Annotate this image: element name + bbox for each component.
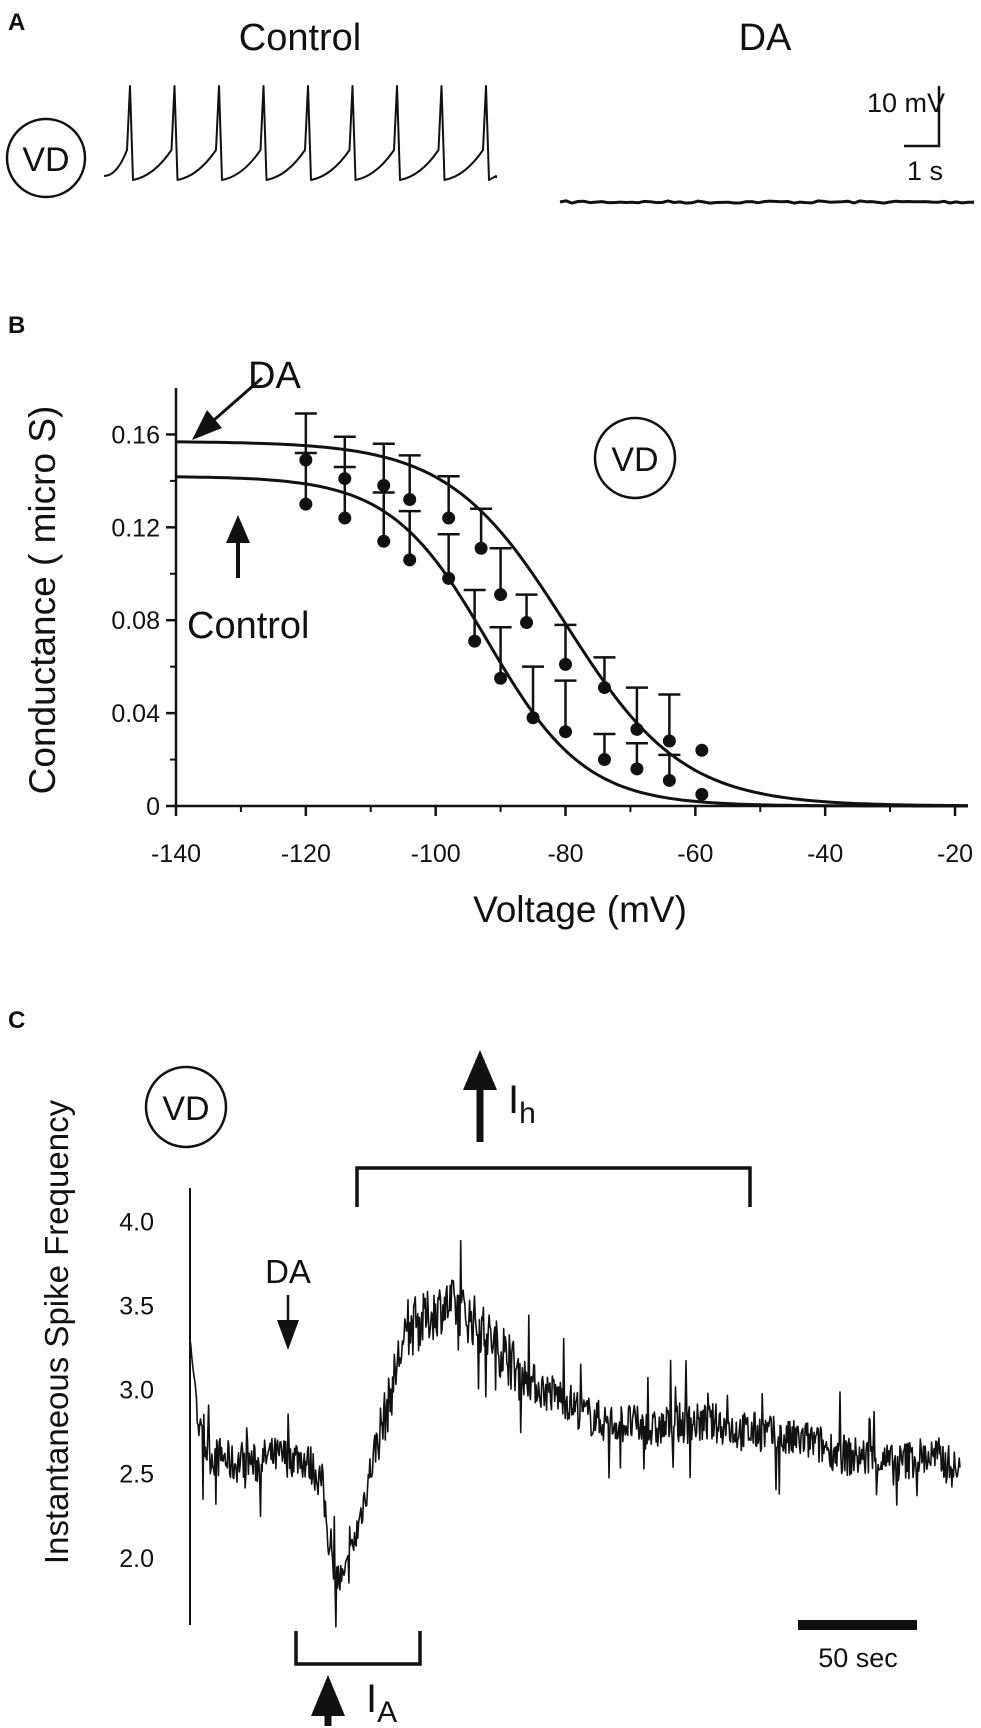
ia-arrow — [311, 1675, 345, 1726]
cell-label-b: VD — [611, 441, 658, 479]
control-voltage-trace — [103, 85, 497, 181]
y-tick-label: 0.08 — [111, 607, 160, 635]
panel-a: A Control DA VD 10 mV 1 s — [5, 9, 974, 205]
c-y-tick-label: 4.0 — [119, 1209, 154, 1237]
control-fit-curve — [175, 475, 968, 808]
ih-bracket — [355, 1166, 752, 1207]
panel-b: B -140 -120 -100 -80 -60 -40 -20 0 0.04 0.08 0.12 0… — [8, 312, 973, 930]
control-data-point — [597, 753, 611, 767]
spike-frequency-trace — [189, 1239, 961, 1628]
da-data-point — [442, 511, 456, 525]
da-voltage-trace — [559, 199, 974, 205]
control-title: Control — [239, 17, 362, 59]
c-scalebar-label: 50 sec — [818, 1643, 898, 1673]
da-data-point — [494, 588, 508, 602]
c-da-arrow — [277, 1295, 299, 1350]
y-tick-label: 0 — [146, 793, 160, 821]
cell-badge-a — [5, 117, 87, 199]
control-data-point — [662, 773, 676, 787]
c-axis-ticks: 2.0 2.5 3.0 3.5 4.0 — [119, 1209, 154, 1573]
scalebar-time-label: 1 s — [907, 156, 943, 186]
panel-b-label: B — [8, 312, 25, 339]
c-y-axis-label: Instantaneous Spike Frequency — [38, 1099, 75, 1564]
da-arrow — [192, 376, 263, 440]
control-data-point — [468, 634, 482, 648]
c-y-tick-label: 3.0 — [119, 1377, 154, 1405]
scalebar-a — [904, 86, 941, 148]
da-data-point — [377, 479, 391, 493]
cell-label-a: VD — [22, 141, 69, 179]
y-tick-label: 0.12 — [111, 514, 160, 542]
da-data-point — [662, 734, 676, 748]
c-y-tick-label: 3.5 — [119, 1293, 154, 1321]
x-tick-label: -80 — [547, 840, 583, 868]
da-fit-curve — [176, 440, 968, 808]
x-tick-label: -120 — [281, 840, 331, 868]
da-data-point — [520, 616, 534, 630]
da-data-point — [630, 722, 644, 736]
b-da-annotation: DA — [248, 355, 301, 397]
panel-c-label: C — [8, 1007, 25, 1034]
b-control-annotation: Control — [187, 605, 310, 647]
b-x-axis-label: Voltage (mV) — [473, 889, 687, 930]
c-scalebar — [798, 1620, 917, 1630]
control-data-point — [377, 534, 391, 548]
x-tick-label: -20 — [937, 840, 973, 868]
scalebar-voltage-label: 10 mV — [867, 88, 945, 118]
control-data-point — [494, 671, 508, 685]
control-data-point — [442, 571, 456, 585]
cell-badge-b — [593, 416, 677, 500]
x-tick-label: -60 — [677, 840, 713, 868]
da-data-point — [559, 657, 573, 671]
panel-c: C VD 2.0 2.5 3.0 3.5 4.0 Instantaneous Spike… — [8, 1007, 961, 1728]
y-tick-label: 0.16 — [111, 421, 160, 449]
y-tick-label: 0.04 — [111, 700, 160, 728]
da-data-point — [474, 541, 488, 555]
x-tick-label: -40 — [807, 840, 843, 868]
control-data-point — [299, 497, 313, 511]
b-y-axis-label: Conductance ( micro S) — [22, 406, 63, 795]
ia-label: IA — [366, 1677, 397, 1728]
cell-label-c: VD — [162, 1090, 209, 1128]
data-points — [294, 412, 709, 801]
ih-arrow — [463, 1050, 497, 1142]
control-data-point — [526, 711, 540, 725]
ih-label: Ih — [508, 1078, 536, 1130]
control-data-point — [559, 725, 573, 739]
da-title: DA — [739, 17, 792, 59]
c-da-annotation: DA — [265, 1253, 311, 1290]
da-data-point — [597, 681, 611, 695]
control-data-point — [695, 787, 709, 801]
control-data-point — [630, 762, 644, 776]
c-y-tick-label: 2.5 — [119, 1461, 154, 1489]
control-arrow — [226, 515, 250, 578]
b-axis-ticks: -140 -120 -100 -80 -60 -40 -20 0 0.04 0.08 0.12 0.1… — [111, 421, 973, 868]
ia-bracket — [294, 1631, 422, 1666]
x-tick-label: -140 — [151, 840, 201, 868]
da-data-point — [403, 492, 417, 506]
da-data-point — [695, 743, 709, 757]
x-tick-label: -100 — [411, 840, 461, 868]
control-data-point — [403, 553, 417, 567]
cell-badge-c — [144, 1065, 228, 1149]
control-data-point — [338, 511, 352, 525]
c-y-tick-label: 2.0 — [119, 1545, 154, 1573]
panel-a-label: A — [8, 9, 25, 36]
